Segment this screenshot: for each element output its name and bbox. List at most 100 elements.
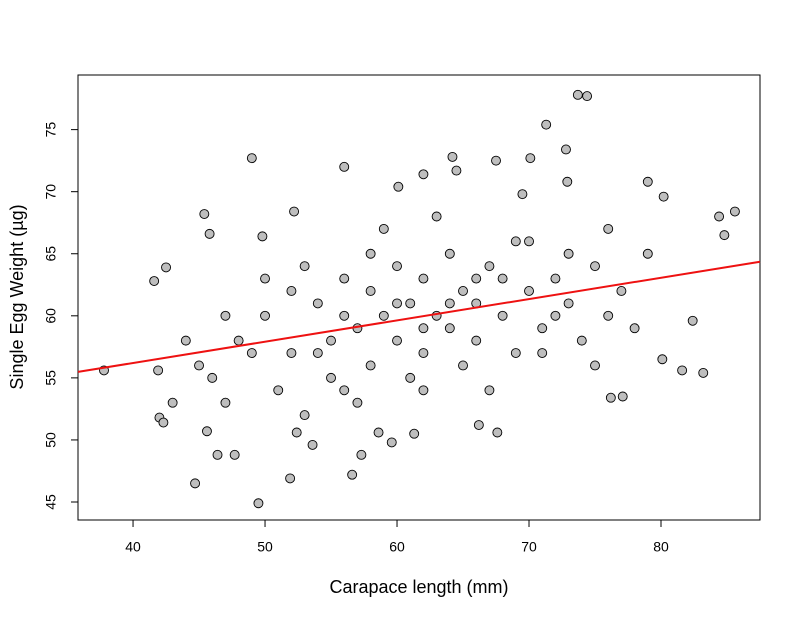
point xyxy=(418,323,429,334)
point xyxy=(492,427,503,438)
point xyxy=(590,360,600,371)
point xyxy=(339,161,350,172)
point xyxy=(418,385,429,396)
point xyxy=(617,391,628,402)
point xyxy=(629,323,640,334)
point xyxy=(339,273,350,284)
point xyxy=(299,261,310,272)
point xyxy=(365,360,376,371)
point xyxy=(572,89,583,100)
y-tick-label: 45 xyxy=(43,494,59,510)
point xyxy=(307,439,318,450)
point xyxy=(312,348,323,358)
point xyxy=(590,261,600,272)
point xyxy=(220,397,231,408)
point xyxy=(149,276,160,287)
point xyxy=(471,273,482,284)
point xyxy=(199,209,210,219)
point xyxy=(260,273,270,284)
plot-frame xyxy=(77,74,761,521)
regression-line xyxy=(77,260,761,373)
point xyxy=(299,410,310,421)
point xyxy=(562,176,573,187)
point xyxy=(525,153,536,164)
point xyxy=(365,286,376,296)
point xyxy=(285,473,296,484)
point xyxy=(229,449,240,460)
point xyxy=(190,478,201,489)
point xyxy=(605,392,616,403)
point xyxy=(339,385,350,396)
point xyxy=(550,273,561,284)
point xyxy=(447,151,458,162)
point xyxy=(418,169,429,180)
point xyxy=(273,385,284,396)
point xyxy=(471,335,482,346)
point xyxy=(603,310,614,321)
point xyxy=(220,310,231,321)
point xyxy=(194,360,204,371)
point xyxy=(524,236,534,247)
point xyxy=(233,335,244,346)
point xyxy=(484,385,495,396)
x-tick-label: 80 xyxy=(653,539,669,555)
point xyxy=(537,323,548,334)
y-tick-label: 50 xyxy=(43,432,59,448)
point xyxy=(458,286,468,296)
point xyxy=(365,248,376,259)
point xyxy=(212,449,223,460)
point xyxy=(378,223,389,234)
point xyxy=(517,189,528,200)
point xyxy=(392,261,402,272)
point xyxy=(458,360,468,371)
point xyxy=(326,372,336,383)
point xyxy=(246,153,257,164)
point xyxy=(207,372,218,383)
point xyxy=(392,335,402,346)
point xyxy=(352,397,363,408)
point xyxy=(202,426,212,437)
y-axis-label: Single Egg Weight (µg) xyxy=(7,204,27,389)
point xyxy=(253,498,264,509)
x-tick-label: 70 xyxy=(521,539,537,555)
point xyxy=(405,372,416,383)
point xyxy=(312,298,323,309)
point xyxy=(444,323,455,334)
point xyxy=(616,286,627,296)
point xyxy=(714,211,725,222)
y-tick-label: 70 xyxy=(43,184,59,200)
point xyxy=(260,310,270,321)
point xyxy=(405,298,416,309)
point xyxy=(541,119,552,130)
y-tick-label: 75 xyxy=(43,122,59,138)
point xyxy=(246,348,257,358)
point xyxy=(582,91,593,102)
point xyxy=(563,248,574,259)
x-axis-label: Carapace length (mm) xyxy=(329,577,508,597)
point xyxy=(677,365,688,376)
point xyxy=(393,181,404,192)
point xyxy=(642,248,653,259)
point xyxy=(497,273,508,284)
y-tick-label: 65 xyxy=(43,246,59,262)
point xyxy=(153,365,164,376)
point xyxy=(537,348,548,358)
x-tick-label: 40 xyxy=(125,539,141,555)
y-tick-label: 60 xyxy=(43,308,59,324)
point xyxy=(698,367,709,378)
point xyxy=(729,206,740,217)
point xyxy=(180,335,191,346)
point xyxy=(510,236,521,247)
point xyxy=(444,248,455,259)
point xyxy=(719,230,730,241)
point xyxy=(497,310,508,321)
point xyxy=(347,469,358,480)
point xyxy=(444,298,455,309)
point xyxy=(576,335,587,346)
point xyxy=(473,420,484,430)
point xyxy=(339,310,350,321)
point xyxy=(161,262,171,273)
point xyxy=(289,206,300,217)
point xyxy=(451,165,462,176)
